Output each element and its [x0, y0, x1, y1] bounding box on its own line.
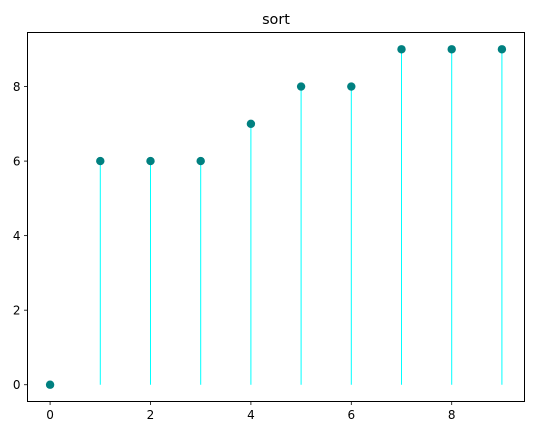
y-tick-label: 8	[13, 80, 21, 94]
stem-marker	[246, 119, 256, 129]
y-tick-label: 4	[13, 229, 21, 243]
y-axis-ticks: 0 2 4 6 8	[13, 80, 28, 392]
stem-marker	[497, 45, 507, 54]
stem-marker	[96, 156, 105, 166]
stem-marker	[146, 156, 155, 166]
stem-marker	[196, 156, 205, 166]
stem-marker	[45, 380, 55, 389]
plot-area-frame	[27, 32, 525, 402]
stem-marker	[296, 82, 306, 91]
x-tick-label: 2	[147, 408, 155, 422]
y-tick-label: 0	[13, 378, 21, 392]
y-tick-label: 2	[13, 303, 21, 317]
x-tick-label: 8	[448, 408, 456, 422]
chart-title: sort	[262, 12, 290, 28]
stem-markers	[45, 45, 507, 389]
y-tick-label: 6	[13, 154, 21, 168]
stem-marker	[397, 45, 406, 54]
x-tick-label: 4	[247, 408, 255, 422]
x-axis-ticks: 0 2 4 6 8	[46, 401, 456, 422]
stem-marker	[347, 82, 356, 91]
x-tick-label: 6	[347, 408, 355, 422]
stem-marker	[447, 45, 456, 54]
x-tick-label: 0	[46, 408, 54, 422]
stem-lines	[99, 49, 503, 385]
